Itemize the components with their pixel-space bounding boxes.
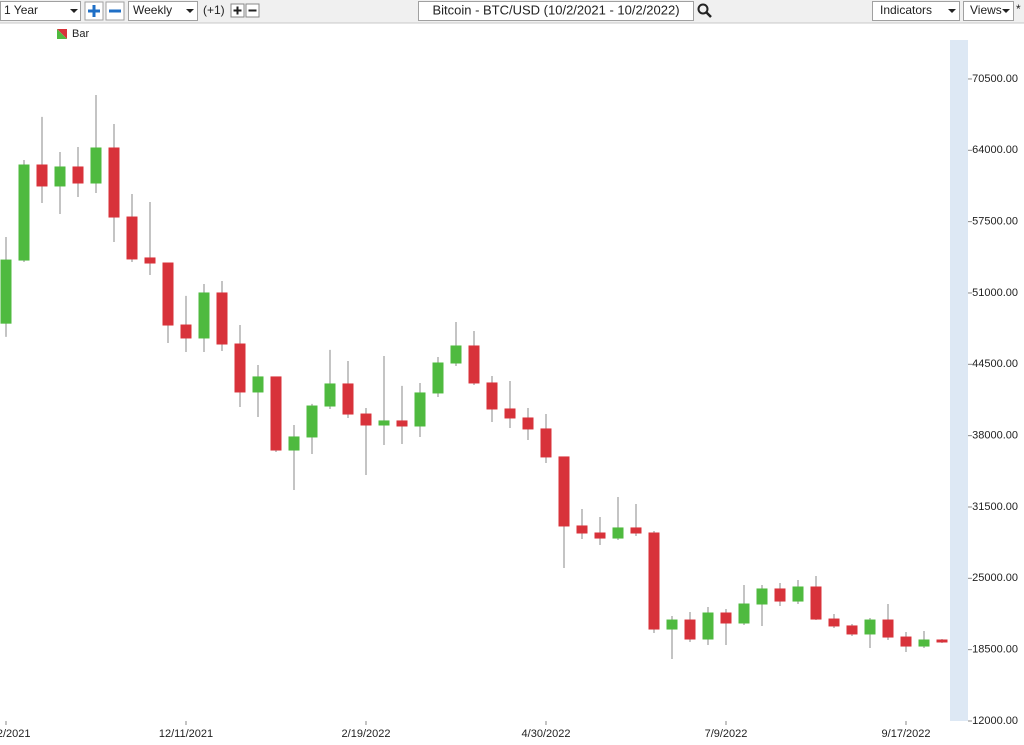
dropdown-arrow bbox=[70, 9, 78, 13]
chart-title: Bitcoin - BTC/USD (10/2/2021 - 10/2/2022… bbox=[432, 2, 679, 17]
candle-body bbox=[774, 588, 786, 602]
candle-body bbox=[810, 586, 822, 620]
candle-body bbox=[486, 382, 498, 410]
candle-body bbox=[450, 345, 462, 364]
candle-body bbox=[0, 259, 12, 324]
search-icon-handle bbox=[705, 11, 712, 18]
candle-body bbox=[558, 456, 570, 527]
offset-label: (+1) bbox=[203, 3, 225, 17]
candle-body bbox=[702, 612, 714, 640]
candle-body bbox=[864, 619, 876, 635]
candle-body bbox=[324, 383, 336, 407]
candle-body bbox=[252, 376, 264, 393]
candle-body bbox=[198, 292, 210, 339]
candle-body bbox=[126, 216, 138, 260]
views-dropdown[interactable] bbox=[963, 1, 1014, 21]
candle-body bbox=[234, 343, 246, 393]
candle-body bbox=[918, 639, 930, 647]
search-icon bbox=[697, 3, 709, 15]
candle-body bbox=[576, 525, 588, 534]
candle-body bbox=[630, 527, 642, 534]
candle-body bbox=[612, 527, 624, 539]
dropdown-arrow bbox=[186, 9, 194, 13]
x-tick-label: 4/30/2022 bbox=[522, 728, 571, 740]
x-tick-label: 9/17/2022 bbox=[882, 728, 931, 740]
interval-label: Weekly bbox=[133, 3, 172, 17]
candle-body bbox=[54, 166, 66, 187]
candle-body bbox=[216, 292, 228, 345]
candle-body bbox=[90, 147, 102, 184]
candle-body bbox=[108, 147, 120, 218]
candle-body bbox=[684, 619, 696, 640]
candle-body bbox=[162, 262, 174, 326]
scroll-strip bbox=[950, 40, 968, 721]
y-tick-label: 57500.00 bbox=[972, 216, 1018, 228]
y-tick-label: 70500.00 bbox=[972, 73, 1018, 85]
candle-body bbox=[396, 420, 408, 427]
candle-body bbox=[468, 345, 480, 384]
candle-body bbox=[882, 619, 894, 638]
candle-body bbox=[288, 436, 300, 451]
plus-icon bbox=[233, 6, 242, 15]
star-label: * bbox=[1016, 2, 1021, 16]
y-tick-label: 25000.00 bbox=[972, 572, 1018, 584]
candle-body bbox=[666, 619, 678, 630]
candle-body bbox=[504, 408, 516, 419]
period-label: 1 Year bbox=[4, 3, 38, 17]
y-tick-label: 44500.00 bbox=[972, 358, 1018, 370]
candle-body bbox=[720, 612, 732, 624]
candle-body bbox=[180, 324, 192, 339]
candle-body bbox=[270, 376, 282, 451]
indicators-dropdown[interactable] bbox=[872, 1, 960, 21]
candle-body bbox=[900, 636, 912, 647]
candle-body bbox=[18, 164, 30, 261]
views-label: Views bbox=[970, 3, 1002, 17]
interval-dropdown[interactable] bbox=[128, 1, 198, 21]
candle-body bbox=[648, 532, 660, 630]
candle-body bbox=[738, 603, 750, 624]
candle-body bbox=[36, 164, 48, 187]
x-tick-label: 12/11/2021 bbox=[159, 728, 213, 740]
candle-body bbox=[306, 405, 318, 438]
dropdown-arrow bbox=[1002, 9, 1010, 13]
legend-swatch-up bbox=[57, 29, 67, 39]
title-box bbox=[418, 1, 694, 21]
candle-body bbox=[756, 588, 768, 605]
x-tick-label: 7/9/2022 bbox=[705, 728, 748, 740]
legend: Bar bbox=[57, 28, 89, 40]
plus-icon bbox=[88, 5, 100, 17]
y-tick-label: 64000.00 bbox=[972, 144, 1018, 156]
candle-body bbox=[936, 639, 948, 643]
candle-body bbox=[594, 532, 606, 539]
search-button[interactable] bbox=[697, 3, 712, 18]
x-tick-label: 10/2/2021 bbox=[0, 728, 30, 740]
candle-body bbox=[846, 625, 858, 635]
legend-label: Bar bbox=[72, 28, 89, 40]
indicators-label: Indicators bbox=[880, 3, 932, 17]
y-tick-label: 18500.00 bbox=[972, 644, 1018, 656]
candle-body bbox=[360, 413, 372, 426]
candle-body bbox=[540, 428, 552, 458]
y-tick-label: 31500.00 bbox=[972, 501, 1018, 513]
candle-body bbox=[432, 362, 444, 394]
period-dropdown[interactable] bbox=[0, 1, 81, 21]
y-tick-label: 51000.00 bbox=[972, 287, 1018, 299]
candle-body bbox=[414, 392, 426, 427]
dropdown-arrow bbox=[948, 9, 956, 13]
y-tick-label: 38000.00 bbox=[972, 430, 1018, 442]
candle-body bbox=[72, 166, 84, 184]
candle-body bbox=[828, 618, 840, 627]
y-tick-label: 12000.00 bbox=[972, 715, 1018, 727]
candle-body bbox=[342, 383, 354, 415]
candle-body bbox=[522, 417, 534, 430]
x-tick-label: 2/19/2022 bbox=[342, 728, 391, 740]
candle-body bbox=[378, 420, 390, 426]
candle-body bbox=[792, 586, 804, 602]
candle-body bbox=[144, 257, 156, 264]
